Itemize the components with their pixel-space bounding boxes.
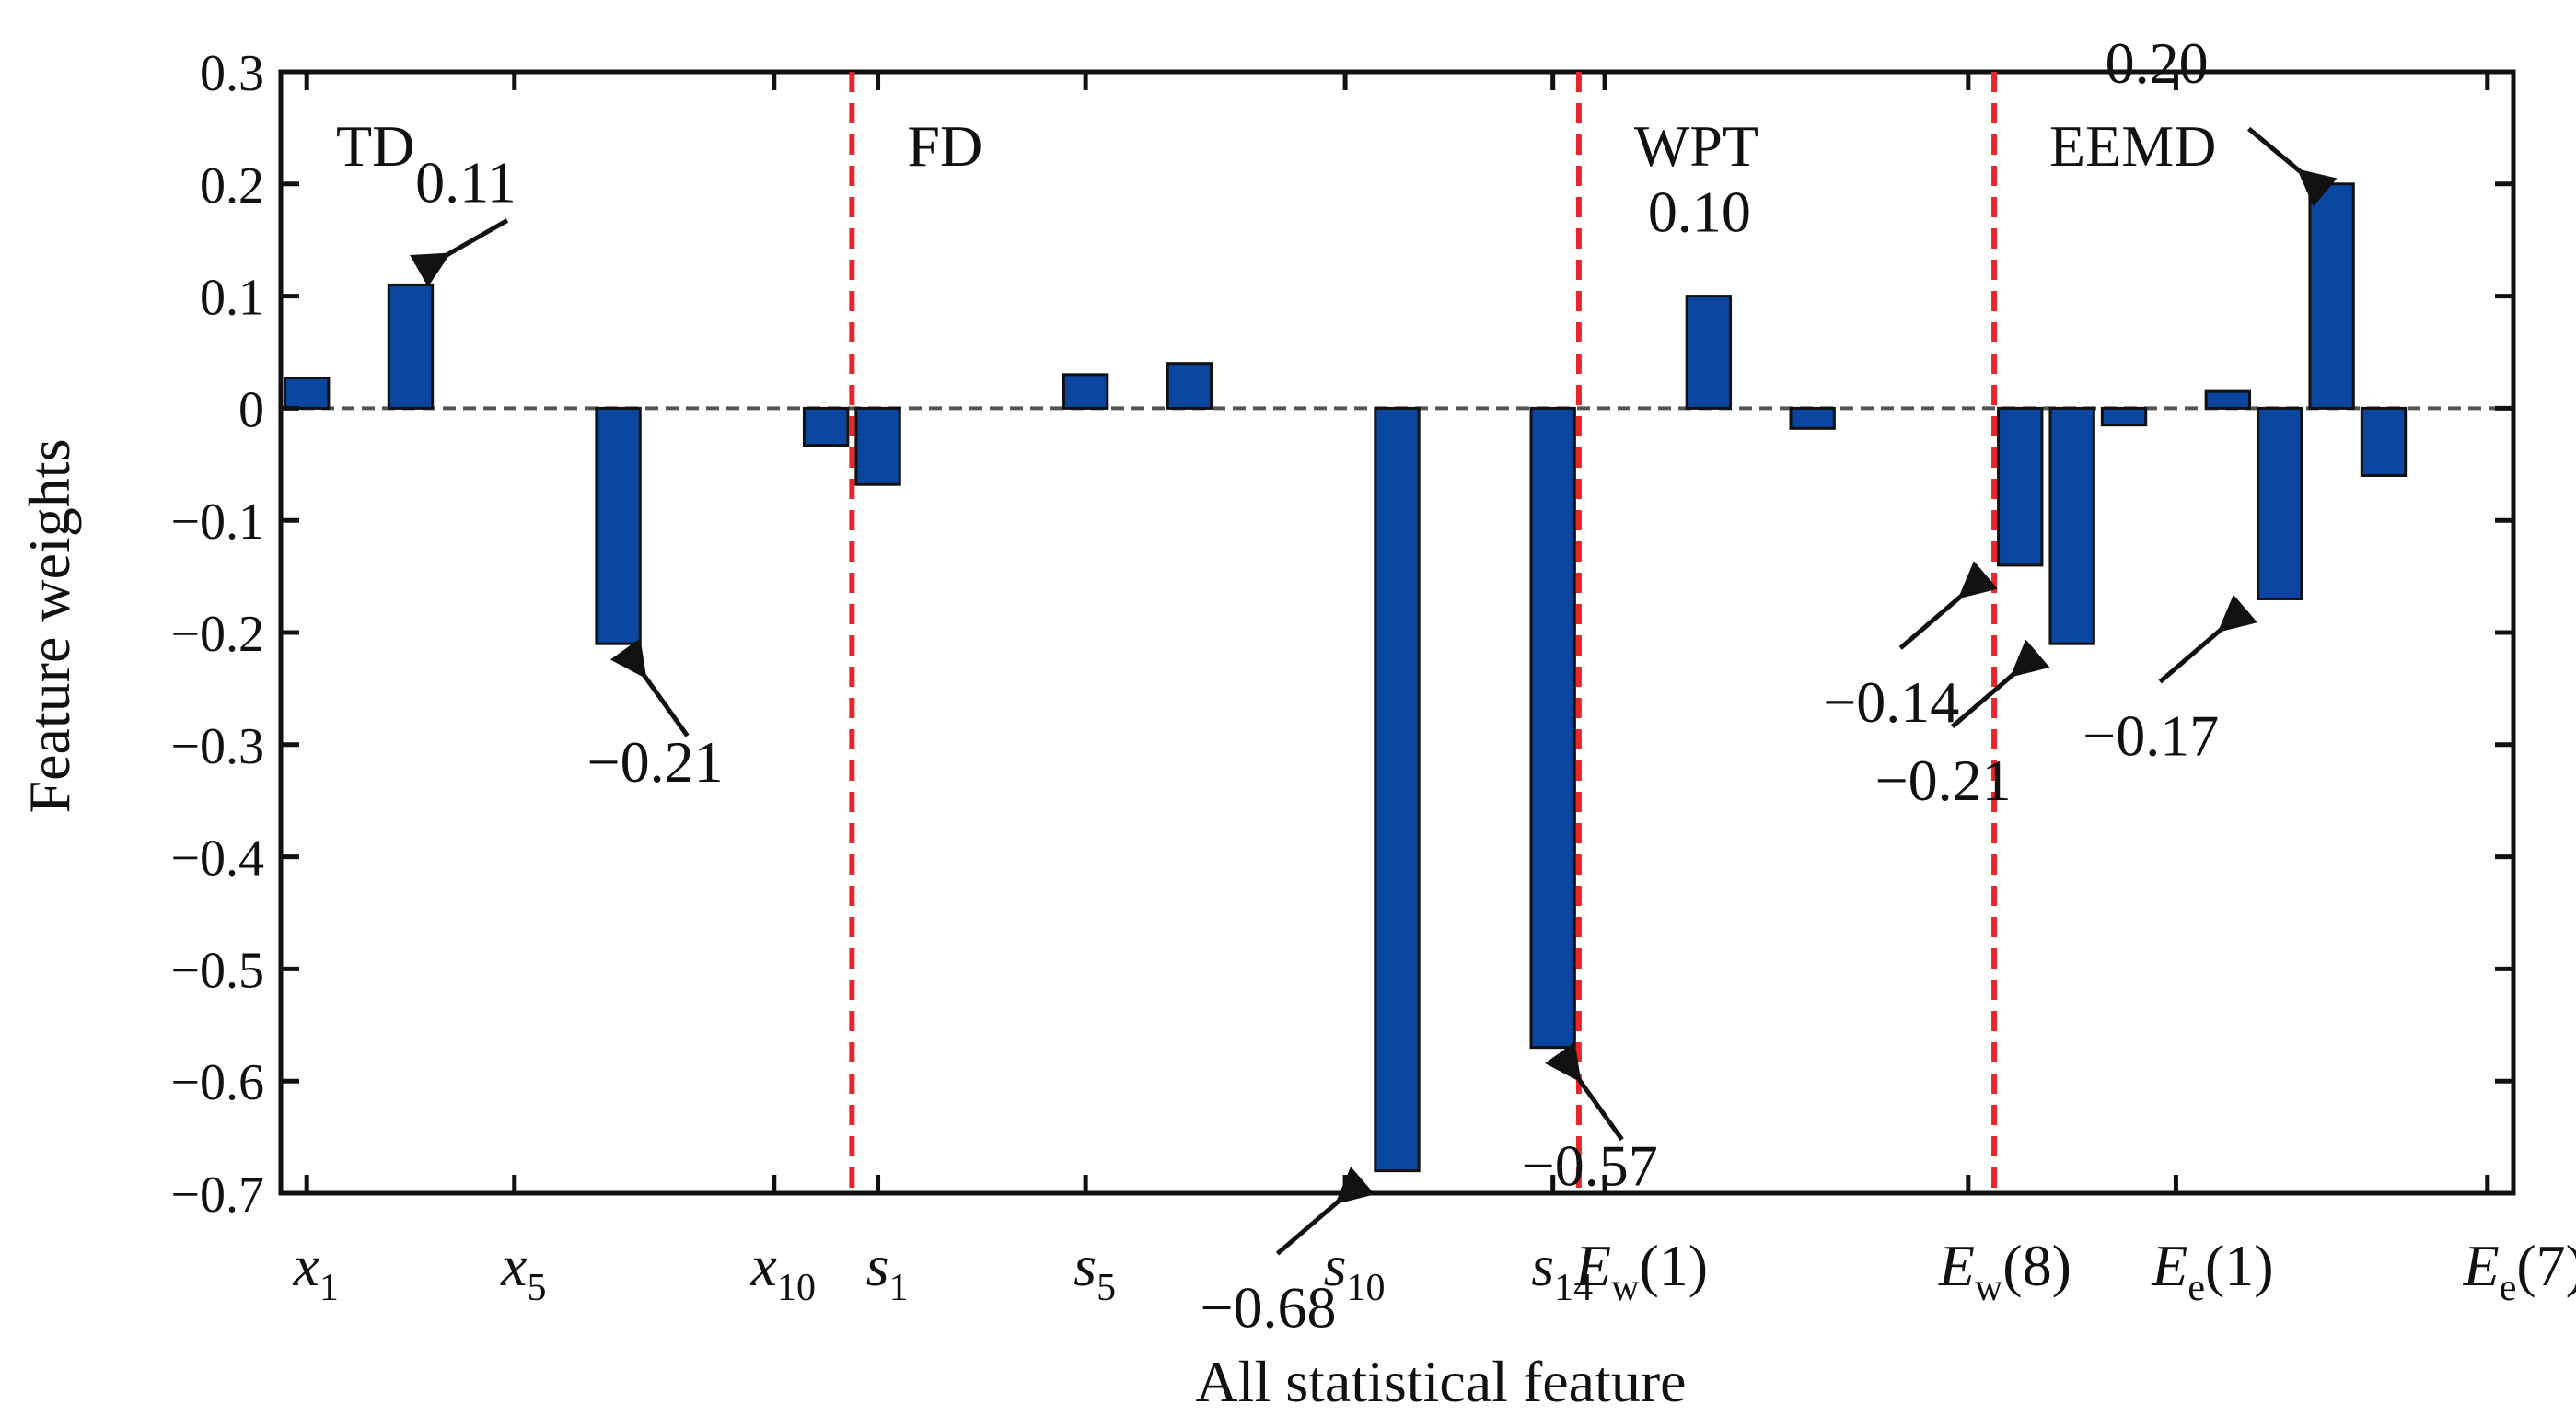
bar-37 [2204, 389, 2252, 410]
bar-40 [2360, 406, 2408, 477]
y-tick-label-7: −0.4 [170, 830, 264, 888]
bar-29 [1789, 406, 1836, 430]
annotation-arrow-7 [2158, 594, 2258, 684]
group-label-td: TD [336, 113, 414, 179]
bar-10 [802, 406, 850, 447]
y-tick-label-10: −0.7 [170, 1167, 264, 1224]
x-tick-label-3: s1 [866, 1233, 909, 1309]
x-tick-label-6: s14 [1531, 1233, 1593, 1309]
bar-6 [595, 406, 642, 645]
bar-39 [2308, 182, 2355, 410]
x-tick-label-10: Ee(7) [2463, 1233, 2576, 1309]
annotation-arrow-0 [410, 218, 509, 287]
annotation-arrow-5 [1898, 561, 1999, 650]
bar-21 [1374, 406, 1421, 1173]
y-tick-label-2: 0.1 [200, 270, 264, 327]
x-tick-label-0: x1 [292, 1233, 338, 1309]
y-tick-label-6: −0.3 [170, 718, 264, 775]
group-label-fd: FD [907, 113, 982, 179]
annotation-label-4: 0.10 [1648, 180, 1751, 245]
bar-27 [1685, 295, 1733, 410]
y-tick-label-8: −0.5 [170, 942, 264, 999]
annotation-arrow-1 [609, 638, 690, 737]
x-tick-label-1: x5 [500, 1233, 546, 1309]
bar-2 [387, 283, 435, 410]
y-tick-label-1: 0.2 [200, 157, 264, 215]
bar-15 [1062, 373, 1109, 410]
annotation-label-5: −0.14 [1823, 669, 1959, 735]
annotation-label-2: −0.68 [1200, 1275, 1336, 1341]
bar-17 [1166, 362, 1213, 410]
annotation-arrow-6 [1951, 639, 2050, 729]
y-tick-label-5: −0.2 [170, 606, 264, 663]
x-tick-label-7: Ew(1) [1574, 1233, 1708, 1309]
annotation-label-3: −0.57 [1522, 1133, 1658, 1199]
y-tick-label-3: 0 [238, 381, 264, 438]
annotation-label-0: 0.11 [415, 149, 516, 215]
bar-24 [1529, 406, 1576, 1050]
y-tick-label-4: −0.1 [170, 493, 264, 551]
annotation-label-6: −0.21 [1875, 748, 2012, 813]
bar-33 [1997, 406, 2044, 567]
group-label-eemd: EEMD [2049, 113, 2216, 179]
annotation-arrow-3 [1544, 1041, 1624, 1142]
bar-34 [2048, 406, 2095, 645]
annotation-arrow-8 [2247, 126, 2338, 207]
bar-35 [2100, 406, 2148, 427]
annotation-arrow-2 [1275, 1166, 1375, 1256]
y-tick-label-9: −0.6 [170, 1054, 264, 1111]
annotation-label-1: −0.21 [587, 729, 724, 795]
x-tick-label-8: Ew(8) [1938, 1233, 2071, 1309]
y-tick-label-0: 0.3 [200, 45, 264, 102]
x-tick-label-4: s5 [1073, 1233, 1116, 1309]
group-label-wpt: WPT [1634, 113, 1758, 179]
y-axis-title: Feature weights [17, 439, 82, 814]
bar-38 [2257, 406, 2303, 600]
annotation-label-7: −0.17 [2083, 702, 2219, 768]
x-axis-title: All statistical feature [1195, 1349, 1686, 1414]
bar-0 [284, 377, 331, 410]
annotation-label-8: 0.20 [2106, 30, 2209, 96]
bar-11 [854, 406, 901, 486]
x-tick-label-9: Ee(1) [2151, 1233, 2273, 1309]
x-tick-label-5: s10 [1324, 1233, 1386, 1309]
x-tick-label-2: x10 [750, 1233, 816, 1309]
